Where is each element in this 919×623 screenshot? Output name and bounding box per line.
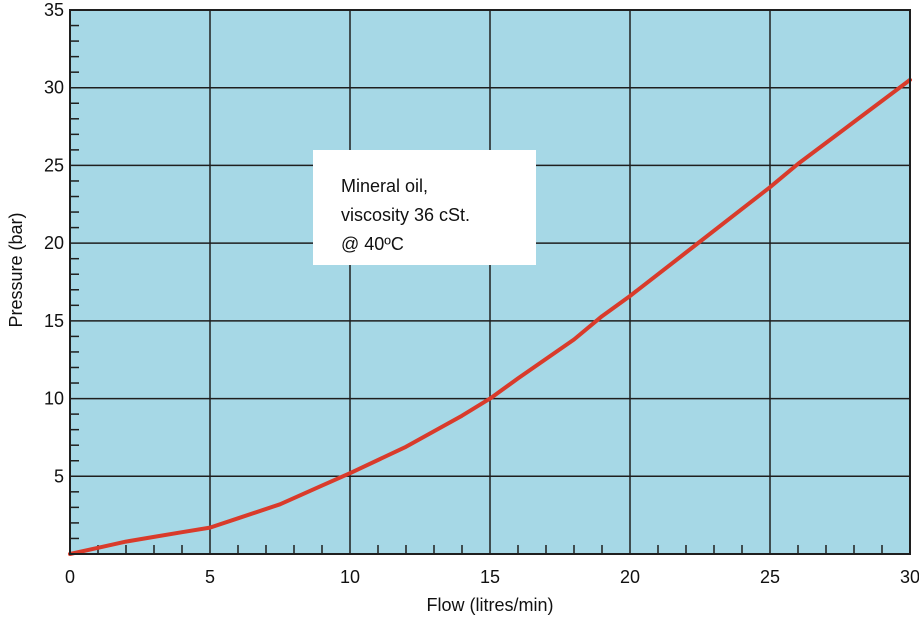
y-axis-title: Pressure (bar) (6, 212, 26, 327)
series-line (68, 77, 912, 556)
x-tick-label-6: 30 (900, 567, 919, 587)
annotation-line-1: Mineral oil, (341, 176, 428, 196)
y-tick-label-0: 5 (54, 466, 64, 486)
x-tick-label-0: 0 (65, 567, 75, 587)
x-tick-label-5: 25 (760, 567, 780, 587)
y-tick-label-2: 15 (44, 311, 64, 331)
annotation-line-3: @ 40ºC (341, 234, 404, 254)
y-tick-label-5: 30 (44, 78, 64, 98)
y-tick-label-1: 10 (44, 389, 64, 409)
y-tick-label-4: 25 (44, 155, 64, 175)
x-tick-label-1: 5 (205, 567, 215, 587)
x-axis-title: Flow (litres/min) (426, 595, 553, 615)
y-tick-label-6: 35 (44, 0, 64, 20)
annotation-background (313, 150, 536, 265)
y-tick-labels: 5 10 15 20 25 30 35 (44, 0, 64, 486)
x-tick-labels: 0 5 10 15 20 25 30 (65, 567, 919, 587)
plot-frame (69, 9, 911, 555)
y-tick-label-3: 20 (44, 233, 64, 253)
annotation-box: Mineral oil, viscosity 36 cSt. @ 40ºC (313, 150, 536, 265)
x-tick-label-2: 10 (340, 567, 360, 587)
x-tick-label-3: 15 (480, 567, 500, 587)
annotation-line-2: viscosity 36 cSt. (341, 205, 470, 225)
x-tick-label-4: 20 (620, 567, 640, 587)
